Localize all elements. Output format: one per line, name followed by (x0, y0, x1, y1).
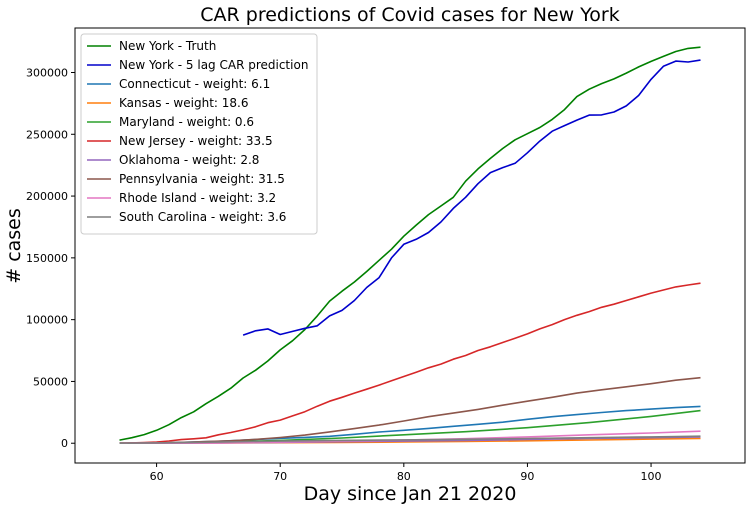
plot-frame (74, 27, 746, 464)
x-axis-label: Day since Jan 21 2020 (304, 483, 517, 505)
series-line-0 (119, 46, 701, 441)
x-tick-label: 60 (150, 470, 164, 483)
series-line-2 (119, 405, 701, 445)
series-line-9 (119, 435, 701, 444)
ticks-layer: 60 70 80 90 100 0 50000 100000 150000 200000 25000… (26, 66, 662, 483)
x-tick-label: 90 (520, 470, 534, 483)
chart-title: CAR predictions of Covid cases for New Y… (200, 4, 619, 26)
legend-label-5: New Jersey - weight: 33.5 (119, 134, 273, 148)
legend-label-0: New York - Truth (119, 39, 216, 53)
legend: New York - Truth New York - 5 lag CAR pre… (80, 33, 318, 235)
legend-label-7: Pennsylvania - weight: 31.5 (119, 172, 285, 186)
y-tick-label: 250000 (26, 128, 68, 141)
y-tick-label: 50000 (33, 375, 68, 388)
y-tick-label: 200000 (26, 190, 68, 203)
legend-label-3: Kansas - weight: 18.6 (119, 96, 248, 110)
legend-label-8: Rhode Island - weight: 3.2 (119, 191, 276, 205)
y-tick-label: 0 (61, 437, 68, 450)
x-tick-label: 70 (273, 470, 287, 483)
legend-label-1: New York - 5 lag CAR prediction (119, 58, 308, 72)
series-line-1 (242, 59, 701, 336)
legend-label-2: Connecticut - weight: 6.1 (119, 77, 270, 91)
series-line-5 (119, 282, 701, 444)
y-tick-label: 150000 (26, 252, 68, 265)
x-tick-label: 80 (397, 470, 411, 483)
legend-box (80, 33, 318, 235)
legend-label-4: Maryland - weight: 0.6 (119, 115, 254, 129)
y-tick-label: 100000 (26, 314, 68, 327)
y-tick-label: 300000 (26, 66, 68, 79)
series-line-7 (119, 376, 701, 444)
legend-label-6: Oklahoma - weight: 2.8 (119, 153, 259, 167)
x-tick-label: 100 (641, 470, 662, 483)
series-layer (119, 46, 701, 445)
legend-label-9: South Carolina - weight: 3.6 (119, 210, 286, 224)
y-axis-label: # cases (3, 208, 25, 284)
